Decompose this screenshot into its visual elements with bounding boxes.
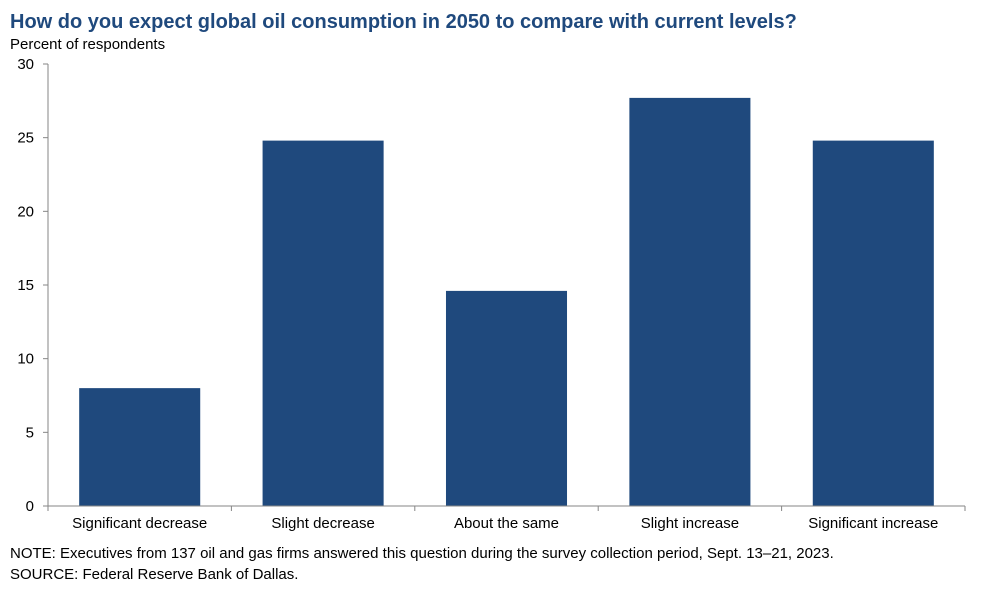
y-tick-label-15: 15 (17, 277, 34, 294)
y-tick-label-5: 5 (26, 424, 34, 441)
y-tick-label-30: 30 (17, 56, 34, 73)
y-ticks-group: 0 5 10 15 20 25 30 (17, 56, 48, 515)
chart-title: How do you expect global oil consumption… (10, 11, 797, 33)
x-tick-label-4: Significant increase (808, 515, 938, 532)
y-axis-label: Percent of respondents (10, 36, 166, 53)
footnote-source: SOURCE: Federal Reserve Bank of Dallas. (10, 566, 299, 583)
x-tick-label-1: Slight decrease (271, 515, 374, 532)
y-tick-label-0: 0 (26, 498, 34, 515)
y-tick-label-10: 10 (17, 351, 34, 368)
bar-4 (812, 140, 934, 507)
bar-1 (262, 140, 384, 507)
x-tick-label-2: About the same (454, 515, 559, 532)
x-tick-label-0: Significant decrease (72, 515, 207, 532)
bar-2 (445, 290, 568, 506)
y-tick-label-25: 25 (17, 130, 34, 147)
footnote-note: NOTE: Executives from 137 oil and gas fi… (10, 545, 834, 562)
bar-0 (79, 388, 201, 506)
x-ticks-group: Significant decrease Slight decrease About… (47, 506, 966, 532)
x-tick-label-3: Slight increase (641, 515, 739, 532)
bar-3 (629, 97, 751, 506)
bars-group (79, 97, 934, 507)
y-tick-label-20: 20 (17, 203, 34, 220)
